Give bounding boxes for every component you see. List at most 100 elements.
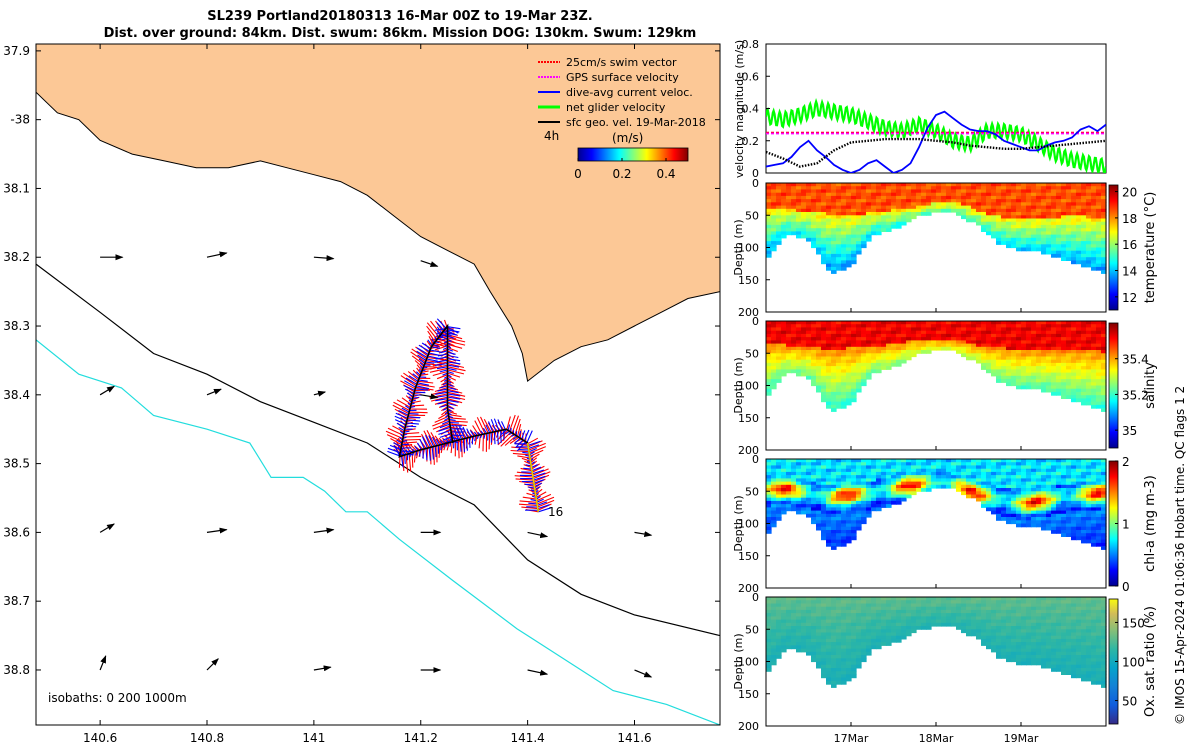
section-cell	[1006, 481, 1012, 486]
section-cell	[821, 536, 827, 541]
section-cell	[781, 626, 787, 630]
section-cell	[1021, 510, 1027, 515]
section-cell	[871, 471, 877, 476]
section-cell	[906, 205, 912, 210]
section-cell	[926, 327, 932, 332]
section-cell	[1036, 385, 1042, 390]
section-cell	[971, 494, 977, 499]
section-cell	[776, 324, 782, 328]
section-cell	[851, 468, 857, 473]
section-cell	[851, 613, 857, 617]
section-cell	[796, 205, 802, 210]
section-cell	[1046, 183, 1052, 187]
section-cell	[1016, 221, 1022, 226]
section-cell	[981, 504, 987, 508]
section-cell	[786, 346, 792, 351]
section-cell	[776, 372, 782, 377]
section-cell	[856, 494, 862, 499]
section-cell	[1006, 224, 1012, 229]
section-cell	[996, 484, 1002, 489]
section-cell	[1086, 382, 1092, 387]
section-cell	[1076, 231, 1082, 236]
section-cell	[831, 465, 837, 470]
section-cell	[866, 183, 872, 187]
section-cell	[766, 600, 772, 604]
section-cell	[1051, 366, 1057, 370]
section-cell	[941, 202, 947, 207]
section-cell	[901, 212, 907, 216]
section-cell	[821, 221, 827, 226]
section-cell	[1046, 517, 1052, 521]
map-y-tick-label: 38.8	[3, 663, 30, 677]
swim-vector	[447, 362, 465, 369]
section-cell	[806, 333, 812, 338]
section-cell	[976, 333, 982, 338]
section-cell	[1096, 343, 1102, 348]
section-cell	[1091, 321, 1097, 325]
section-cell	[841, 321, 847, 325]
section-cell	[791, 218, 797, 223]
section-cell	[841, 247, 847, 252]
section-cell	[776, 218, 782, 223]
section-cell	[816, 353, 822, 358]
swim-vector	[410, 404, 425, 407]
section-cell	[801, 356, 807, 361]
section-cell	[1066, 391, 1072, 396]
section-cell	[986, 500, 992, 505]
section-cell	[851, 603, 857, 608]
section-cell	[1096, 337, 1102, 341]
section-colorbar-tick-label: 2	[1122, 455, 1130, 469]
section-cell	[1076, 202, 1082, 207]
section-cell	[831, 619, 837, 624]
section-cell	[796, 189, 802, 194]
section-cell	[1056, 343, 1062, 348]
section-cell	[1086, 385, 1092, 390]
section-cell	[766, 664, 772, 669]
section-cell	[801, 600, 807, 604]
section-cell	[841, 337, 847, 341]
section-cell	[846, 504, 852, 508]
section-cell	[1081, 343, 1087, 348]
section-cell	[906, 202, 912, 207]
section-cell	[1011, 337, 1017, 341]
section-cell	[986, 340, 992, 345]
section-cell	[1091, 488, 1097, 492]
section-cell	[891, 195, 897, 200]
section-cell	[931, 475, 937, 479]
colorbar-label: (m/s)	[612, 131, 643, 145]
section-cell	[906, 337, 912, 341]
section-cell	[826, 481, 832, 486]
swim-vector	[509, 436, 520, 444]
section-cell	[921, 199, 927, 203]
section-cell	[1061, 385, 1067, 390]
section-cell	[1076, 395, 1082, 399]
section-cell	[861, 189, 867, 194]
section-cell	[1051, 471, 1057, 476]
dive-vector	[496, 431, 499, 445]
dive-vector	[415, 388, 428, 391]
section-cell	[786, 465, 792, 470]
section-cell	[781, 195, 787, 200]
section-cell	[1076, 353, 1082, 358]
section-cell	[811, 622, 817, 627]
section-cell	[1076, 346, 1082, 351]
section-cell	[766, 385, 772, 390]
section-cell	[1091, 340, 1097, 345]
section-cell	[926, 199, 932, 203]
section-cell	[921, 471, 927, 476]
section-cell	[1096, 257, 1102, 261]
section-cell	[1026, 244, 1032, 249]
section-cell	[1036, 471, 1042, 476]
section-cell	[1101, 350, 1107, 354]
section-cell	[971, 350, 977, 354]
section-cell	[1016, 340, 1022, 345]
section-cell	[806, 616, 812, 621]
section-cell	[806, 510, 812, 515]
section-cell	[851, 507, 857, 512]
section-cell	[851, 237, 857, 242]
dive-vector	[447, 364, 460, 368]
section-cell	[876, 340, 882, 345]
section-cell	[851, 324, 857, 328]
dive-vector	[407, 416, 421, 419]
section-cell	[831, 674, 837, 679]
